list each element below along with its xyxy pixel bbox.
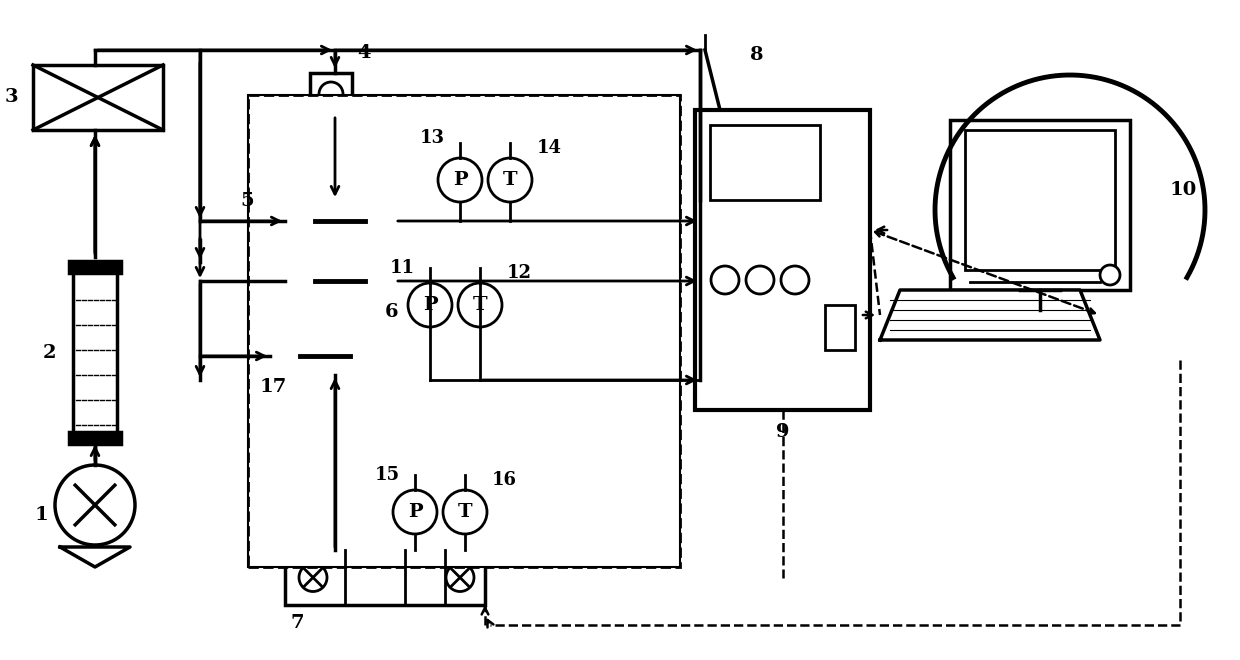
Text: 1: 1: [35, 506, 48, 524]
Text: 7: 7: [290, 614, 304, 632]
Text: P: P: [423, 296, 438, 314]
Bar: [711, 125, 820, 200]
Bar: [285, 202, 396, 240]
Polygon shape: [60, 547, 130, 567]
Text: T: T: [472, 296, 487, 314]
Circle shape: [55, 465, 135, 545]
Circle shape: [443, 490, 487, 534]
Bar: [950, 120, 1130, 290]
Circle shape: [489, 158, 532, 202]
Circle shape: [316, 347, 334, 365]
Circle shape: [438, 158, 482, 202]
Text: 4: 4: [357, 44, 371, 62]
Circle shape: [458, 283, 502, 327]
Text: 9: 9: [776, 423, 789, 441]
Bar: [285, 550, 485, 605]
Bar: [310, 73, 352, 115]
Polygon shape: [880, 290, 1100, 340]
Bar: [69, 261, 122, 273]
Text: 2: 2: [43, 343, 57, 362]
Circle shape: [319, 82, 343, 106]
Bar: [33, 65, 162, 130]
Text: 10: 10: [1171, 181, 1198, 199]
Bar: [965, 130, 1115, 270]
Text: 6: 6: [384, 303, 398, 321]
Bar: [69, 432, 122, 444]
Circle shape: [330, 211, 350, 231]
Text: T: T: [458, 503, 472, 521]
Text: 8: 8: [750, 46, 764, 64]
Text: 17: 17: [260, 378, 288, 396]
Circle shape: [393, 490, 436, 534]
Polygon shape: [69, 261, 122, 273]
Circle shape: [711, 266, 739, 294]
Bar: [694, 110, 870, 410]
Text: T: T: [502, 171, 517, 189]
Circle shape: [1100, 265, 1120, 285]
Text: P: P: [453, 171, 467, 189]
Circle shape: [408, 283, 453, 327]
Bar: [248, 95, 680, 567]
Bar: [73, 265, 117, 440]
Text: 15: 15: [374, 466, 401, 484]
Text: P: P: [408, 503, 423, 521]
Text: 14: 14: [537, 139, 562, 157]
Bar: [270, 337, 379, 375]
Circle shape: [330, 271, 350, 291]
Circle shape: [299, 564, 327, 591]
Bar: [825, 305, 856, 350]
Bar: [248, 95, 680, 567]
Text: 16: 16: [492, 471, 517, 489]
Text: 5: 5: [241, 192, 254, 210]
Text: 3: 3: [5, 88, 19, 106]
Text: 11: 11: [391, 259, 415, 277]
Bar: [285, 262, 396, 300]
Polygon shape: [69, 432, 122, 440]
Circle shape: [446, 564, 474, 591]
Text: 13: 13: [420, 129, 445, 147]
Circle shape: [781, 266, 808, 294]
Text: 12: 12: [507, 264, 532, 282]
Circle shape: [746, 266, 774, 294]
